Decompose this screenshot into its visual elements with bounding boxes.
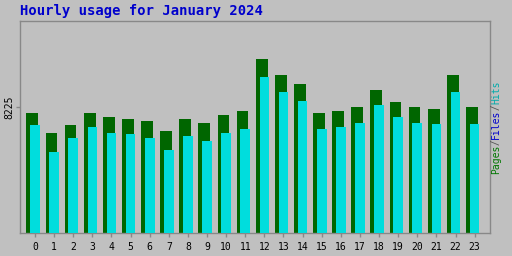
Bar [359,138,364,256]
Bar [298,101,307,256]
Bar [379,121,382,256]
Bar [409,108,420,256]
Bar [218,115,229,256]
Bar [84,113,96,256]
Bar [126,134,135,256]
Text: Pages: Pages [491,145,501,174]
Bar [451,92,460,256]
Bar [199,123,210,256]
Bar [313,113,325,256]
Bar [371,90,382,256]
Bar [241,129,250,256]
Bar [279,92,288,256]
Bar [351,108,363,256]
Bar [447,75,459,256]
Bar [202,141,212,256]
Bar [69,138,78,256]
Bar [390,102,401,256]
Bar [122,119,134,256]
Bar [275,75,287,256]
Bar [183,136,193,256]
Bar [455,109,459,256]
Bar [432,124,441,256]
Bar [474,140,478,256]
Bar [340,142,344,256]
Text: Hits: Hits [491,80,501,104]
Bar [302,117,306,256]
Bar [260,77,269,256]
Bar [264,94,268,256]
Bar [398,133,401,256]
Bar [355,123,365,256]
Bar [221,133,231,256]
Bar [466,108,478,256]
Bar [27,113,38,256]
Bar [111,150,115,256]
Bar [237,111,248,256]
Bar [65,125,76,256]
Bar [417,138,421,256]
Bar [283,108,287,256]
Bar [188,156,191,256]
Bar [322,144,325,256]
Bar [106,133,116,256]
Text: /: / [491,98,501,116]
Bar [374,105,384,256]
Bar [131,152,134,256]
Bar [73,156,77,256]
Bar [164,150,174,256]
Bar [336,127,346,256]
Bar [160,131,172,256]
Bar [150,156,153,256]
Bar [179,119,191,256]
Bar [168,167,172,256]
Bar [145,138,155,256]
Bar [35,144,38,256]
Bar [470,124,479,256]
Bar [46,133,57,256]
Bar [317,129,327,256]
Bar [49,152,59,256]
Bar [30,125,40,256]
Bar [332,111,344,256]
Bar [294,84,306,256]
Bar [256,59,268,256]
Bar [245,148,249,256]
Bar [54,163,58,256]
Bar [88,127,97,256]
Bar [207,159,210,256]
Bar [103,117,115,256]
Bar [92,144,96,256]
Bar [141,121,153,256]
Text: Hourly usage for January 2024: Hourly usage for January 2024 [20,4,263,18]
Text: /: / [491,133,501,151]
Bar [436,140,440,256]
Bar [413,123,422,256]
Bar [393,117,403,256]
Text: Files: Files [491,110,501,139]
Bar [226,152,229,256]
Bar [428,109,440,256]
